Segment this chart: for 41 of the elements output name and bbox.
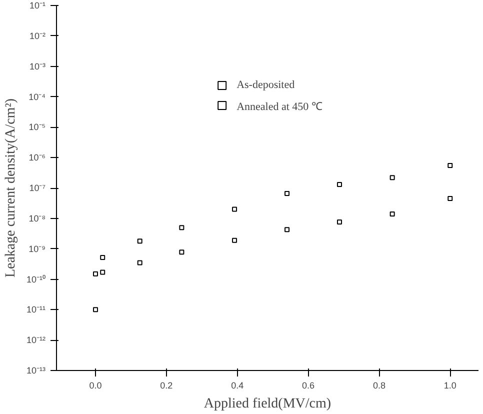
x-tick-label: 0.2 bbox=[160, 380, 173, 390]
y-tick-label: 10⁻⁸ bbox=[28, 213, 46, 224]
x-tick-label: 0.8 bbox=[372, 380, 386, 390]
legend-label: As-deposited bbox=[236, 79, 295, 91]
y-tick-label: 10⁻⁹ bbox=[28, 244, 46, 254]
y-tick-label: 10⁻² bbox=[29, 30, 46, 41]
point bbox=[232, 238, 238, 243]
y-tick-label: 10⁻¹³ bbox=[26, 366, 46, 376]
y-tick-label: 10⁻⁶ bbox=[28, 152, 46, 163]
y-tick-label: 10⁻³ bbox=[29, 61, 46, 72]
point bbox=[179, 225, 184, 230]
point bbox=[336, 182, 342, 188]
point bbox=[390, 175, 395, 180]
point bbox=[100, 270, 106, 275]
y-tick-label: 10⁻⁷ bbox=[29, 183, 46, 193]
y-axis-title: Leakage current density(A/cm²) bbox=[3, 98, 18, 278]
y-tick-label: 10⁻⁴ bbox=[28, 92, 46, 102]
point bbox=[284, 190, 290, 196]
y-tick-label: 10⁻¹² bbox=[26, 335, 46, 346]
y-tick-label: 10⁻¹⁰ bbox=[26, 274, 46, 284]
point bbox=[179, 250, 184, 255]
legend-label: Annealed at 450 ℃ bbox=[236, 100, 322, 112]
y-tick-label: 10⁻⁵ bbox=[28, 122, 46, 132]
x-tick-label: 0.4 bbox=[231, 380, 244, 390]
x-tick-label: 0.6 bbox=[302, 380, 315, 390]
x-tick-label: 0.0 bbox=[89, 380, 102, 390]
x-axis-title: Applied field(MV/cm) bbox=[204, 396, 332, 412]
point bbox=[93, 271, 98, 276]
x-tick-label: 1.0 bbox=[444, 380, 456, 390]
point bbox=[336, 220, 342, 225]
point bbox=[137, 260, 142, 266]
point bbox=[232, 206, 238, 212]
point bbox=[448, 162, 453, 168]
point bbox=[100, 254, 106, 260]
point bbox=[448, 196, 453, 202]
point bbox=[137, 238, 142, 244]
point bbox=[284, 227, 290, 232]
y-tick-label: 10⁻¹ bbox=[29, 0, 46, 10]
point bbox=[93, 307, 98, 312]
y-tick-label: 10⁻¹¹ bbox=[26, 304, 46, 315]
point bbox=[390, 211, 395, 216]
